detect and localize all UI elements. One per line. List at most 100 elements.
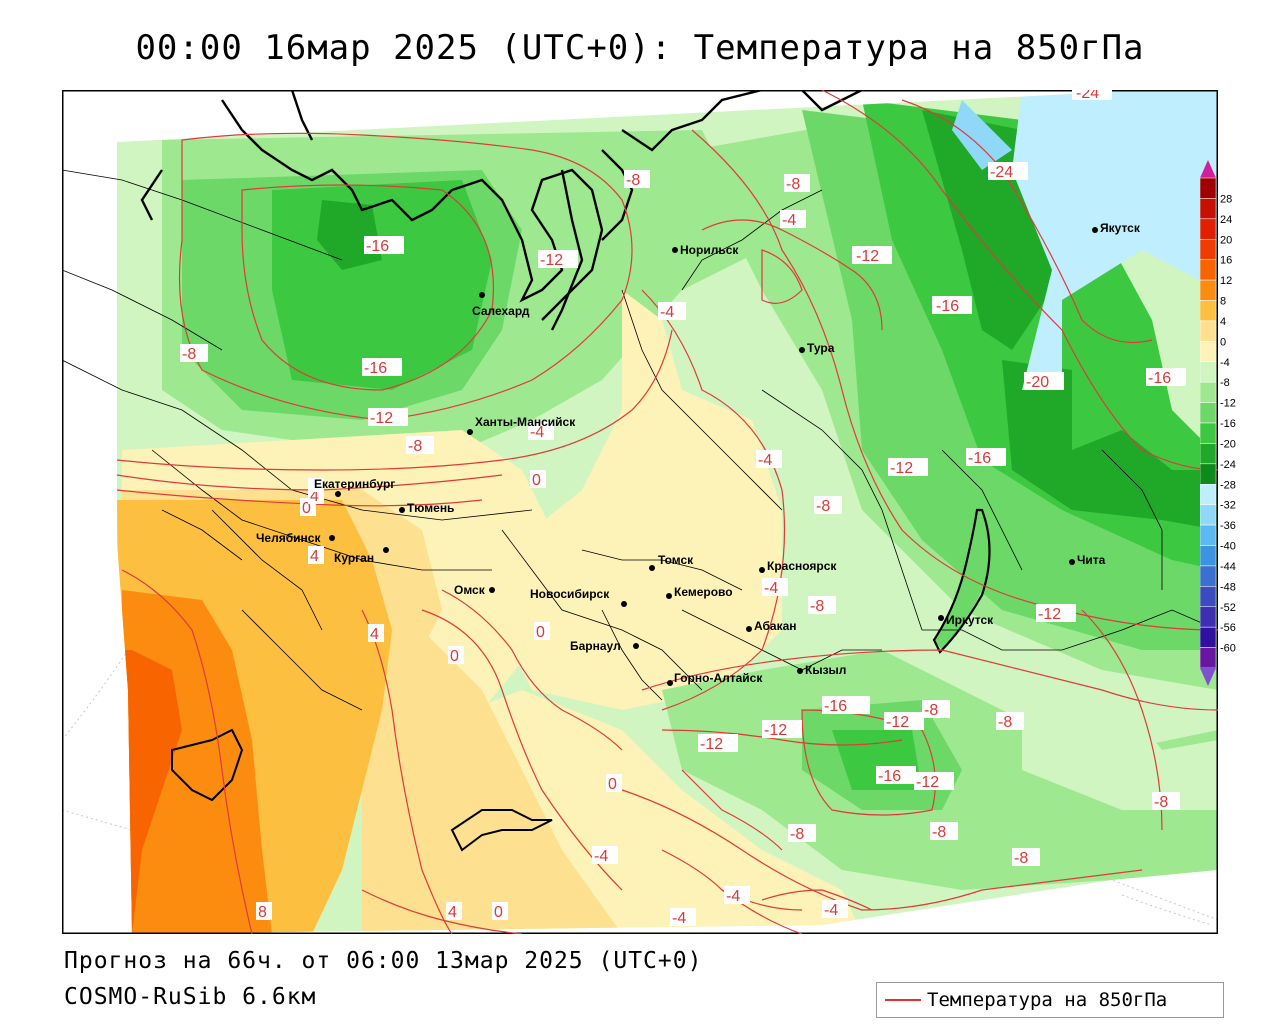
colorbar-tick-label: 12 (1220, 275, 1232, 287)
iso-label: -4 (594, 848, 608, 865)
colorbar-tick-label: -48 (1220, 581, 1236, 593)
iso-label: -4 (660, 304, 674, 321)
colorbar-labels: 28 24 20 16 12 8 4 0 -4 -8 -12 -16 -20 -24 -28 -32 -36 -4… (1220, 193, 1236, 654)
colorbar-tick-label: -40 (1220, 541, 1236, 553)
colorbar-cell (1199, 239, 1217, 260)
city-label: Челябинск (256, 531, 321, 545)
colorbar-tick-label: 0 (1220, 336, 1226, 348)
iso-label: 4 (310, 488, 319, 505)
city-label: Томск (658, 553, 694, 567)
temperature-colorbar: 28 24 20 16 12 8 4 0 -4 -8 -12 -16 -20 -24 -28 -32 -36 -4… (1199, 160, 1280, 690)
colorbar-tick-label: -20 (1220, 438, 1236, 450)
colorbar-tick-label: -36 (1220, 520, 1236, 532)
iso-label: 4 (310, 548, 319, 565)
iso-label: 0 (532, 472, 541, 489)
iso-label: -16 (366, 238, 389, 255)
iso-label: -16 (968, 450, 991, 467)
colorbar-cell (1199, 647, 1217, 669)
iso-label: -24 (1076, 90, 1099, 102)
isotherm-labels: -24 -8 -8 -4 -12 -16 -12 -16 -16 -8 -12 … (180, 90, 1186, 927)
iso-label: -8 (1014, 850, 1028, 867)
admin-borders (62, 169, 1218, 711)
iso-label: -8 (1154, 794, 1168, 811)
iso-label: -16 (364, 360, 387, 377)
colorbar-tick-label: 16 (1220, 255, 1232, 267)
iso-label: -8 (626, 172, 640, 189)
city-label: Горно-Алтайск (674, 671, 763, 685)
city-label: Якутск (1100, 221, 1141, 235)
iso-label: 4 (370, 626, 379, 643)
iso-label: 0 (302, 500, 311, 517)
city-label: Красноярск (767, 559, 837, 573)
iso-label: -8 (932, 824, 946, 841)
city-label: Чита (1077, 553, 1106, 567)
colorbar-cell (1199, 484, 1217, 505)
colorbar-tick-label: -28 (1220, 479, 1236, 491)
city-label: Иркутск (946, 613, 994, 627)
colorbar-bottom-arrow (1200, 668, 1216, 686)
city-label: Екатеринбург (314, 477, 395, 491)
colorbar-cell (1199, 300, 1217, 322)
legend-line-swatch (885, 999, 921, 1001)
city-label: Тюмень (407, 501, 454, 515)
colorbar-tick-label: -16 (1220, 418, 1236, 430)
city-label: Ханты-Мансийск (475, 415, 576, 429)
iso-label: -4 (824, 902, 838, 919)
iso-label: -24 (990, 164, 1013, 181)
colorbar-cell (1199, 524, 1217, 546)
city-label: Норильск (680, 243, 739, 257)
iso-label: -8 (182, 346, 196, 363)
colorbar-cell (1199, 402, 1217, 424)
city-label: Тура (807, 341, 835, 355)
iso-label: 0 (536, 624, 545, 641)
iso-label: -16 (1148, 370, 1171, 387)
colorbar-cell (1199, 565, 1217, 587)
colorbar-cell (1199, 626, 1217, 648)
colorbar-cell (1199, 198, 1217, 220)
temperature-fill (117, 90, 1218, 934)
colorbar-cell (1199, 381, 1217, 403)
colorbar-cell (1199, 545, 1217, 567)
iso-label: -12 (764, 722, 787, 739)
iso-label: -4 (782, 212, 796, 229)
colorbar-tick-label: -52 (1220, 602, 1236, 614)
map-legend: Температура на 850гПа (876, 982, 1224, 1018)
colorbar-tick-label: -32 (1220, 500, 1236, 512)
iso-label: 8 (258, 904, 267, 921)
iso-label: -8 (790, 826, 804, 843)
city-label: Кызыл (805, 663, 846, 677)
iso-label: -12 (890, 460, 913, 477)
colorbar-tick-label: 28 (1220, 193, 1232, 205)
iso-label: -12 (886, 714, 909, 731)
coastline (140, 90, 863, 331)
isotherms (116, 90, 1218, 934)
iso-label: -12 (1038, 606, 1061, 623)
lake-outlines (171, 728, 553, 852)
colorbar-cell (1199, 177, 1217, 199)
legend-label: Температура на 850гПа (927, 989, 1168, 1011)
colorbar-cell (1199, 320, 1217, 342)
city-label: Омск (454, 583, 486, 597)
colorbar-cell (1199, 443, 1217, 465)
iso-label: -4 (672, 910, 686, 927)
iso-label: 0 (450, 648, 459, 665)
city-label: Салехард (472, 304, 530, 318)
colorbar-cell (1199, 606, 1217, 628)
colorbar-cell (1199, 259, 1217, 281)
iso-label: -4 (530, 424, 544, 441)
colorbar-cell (1199, 504, 1217, 526)
colorbar-cell (1199, 279, 1217, 301)
city-label: Новосибирск (530, 587, 610, 601)
colorbar-cell (1199, 341, 1217, 362)
baikal-lake (932, 508, 991, 654)
iso-label: -16 (878, 768, 901, 785)
graticule-lines (62, 649, 1218, 926)
colorbar-tick-label: -56 (1220, 622, 1236, 634)
colorbar-cell (1199, 422, 1217, 444)
iso-label: -8 (998, 714, 1012, 731)
colorbar-tick-label: -8 (1220, 377, 1230, 389)
colorbar-cell (1199, 218, 1217, 240)
city-label: Курган (334, 551, 374, 565)
city-markers: Норильск Якутск Салехард Тура Ханты-Манс… (256, 221, 1141, 686)
iso-label: -12 (916, 774, 939, 791)
